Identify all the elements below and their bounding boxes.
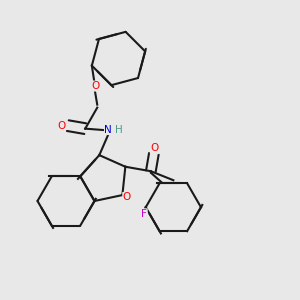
Text: O: O <box>91 81 99 91</box>
Text: N: N <box>104 124 112 134</box>
Text: O: O <box>150 143 159 153</box>
Text: H: H <box>115 124 122 134</box>
Text: O: O <box>123 193 131 202</box>
Text: F: F <box>141 209 147 219</box>
Text: O: O <box>57 121 65 130</box>
